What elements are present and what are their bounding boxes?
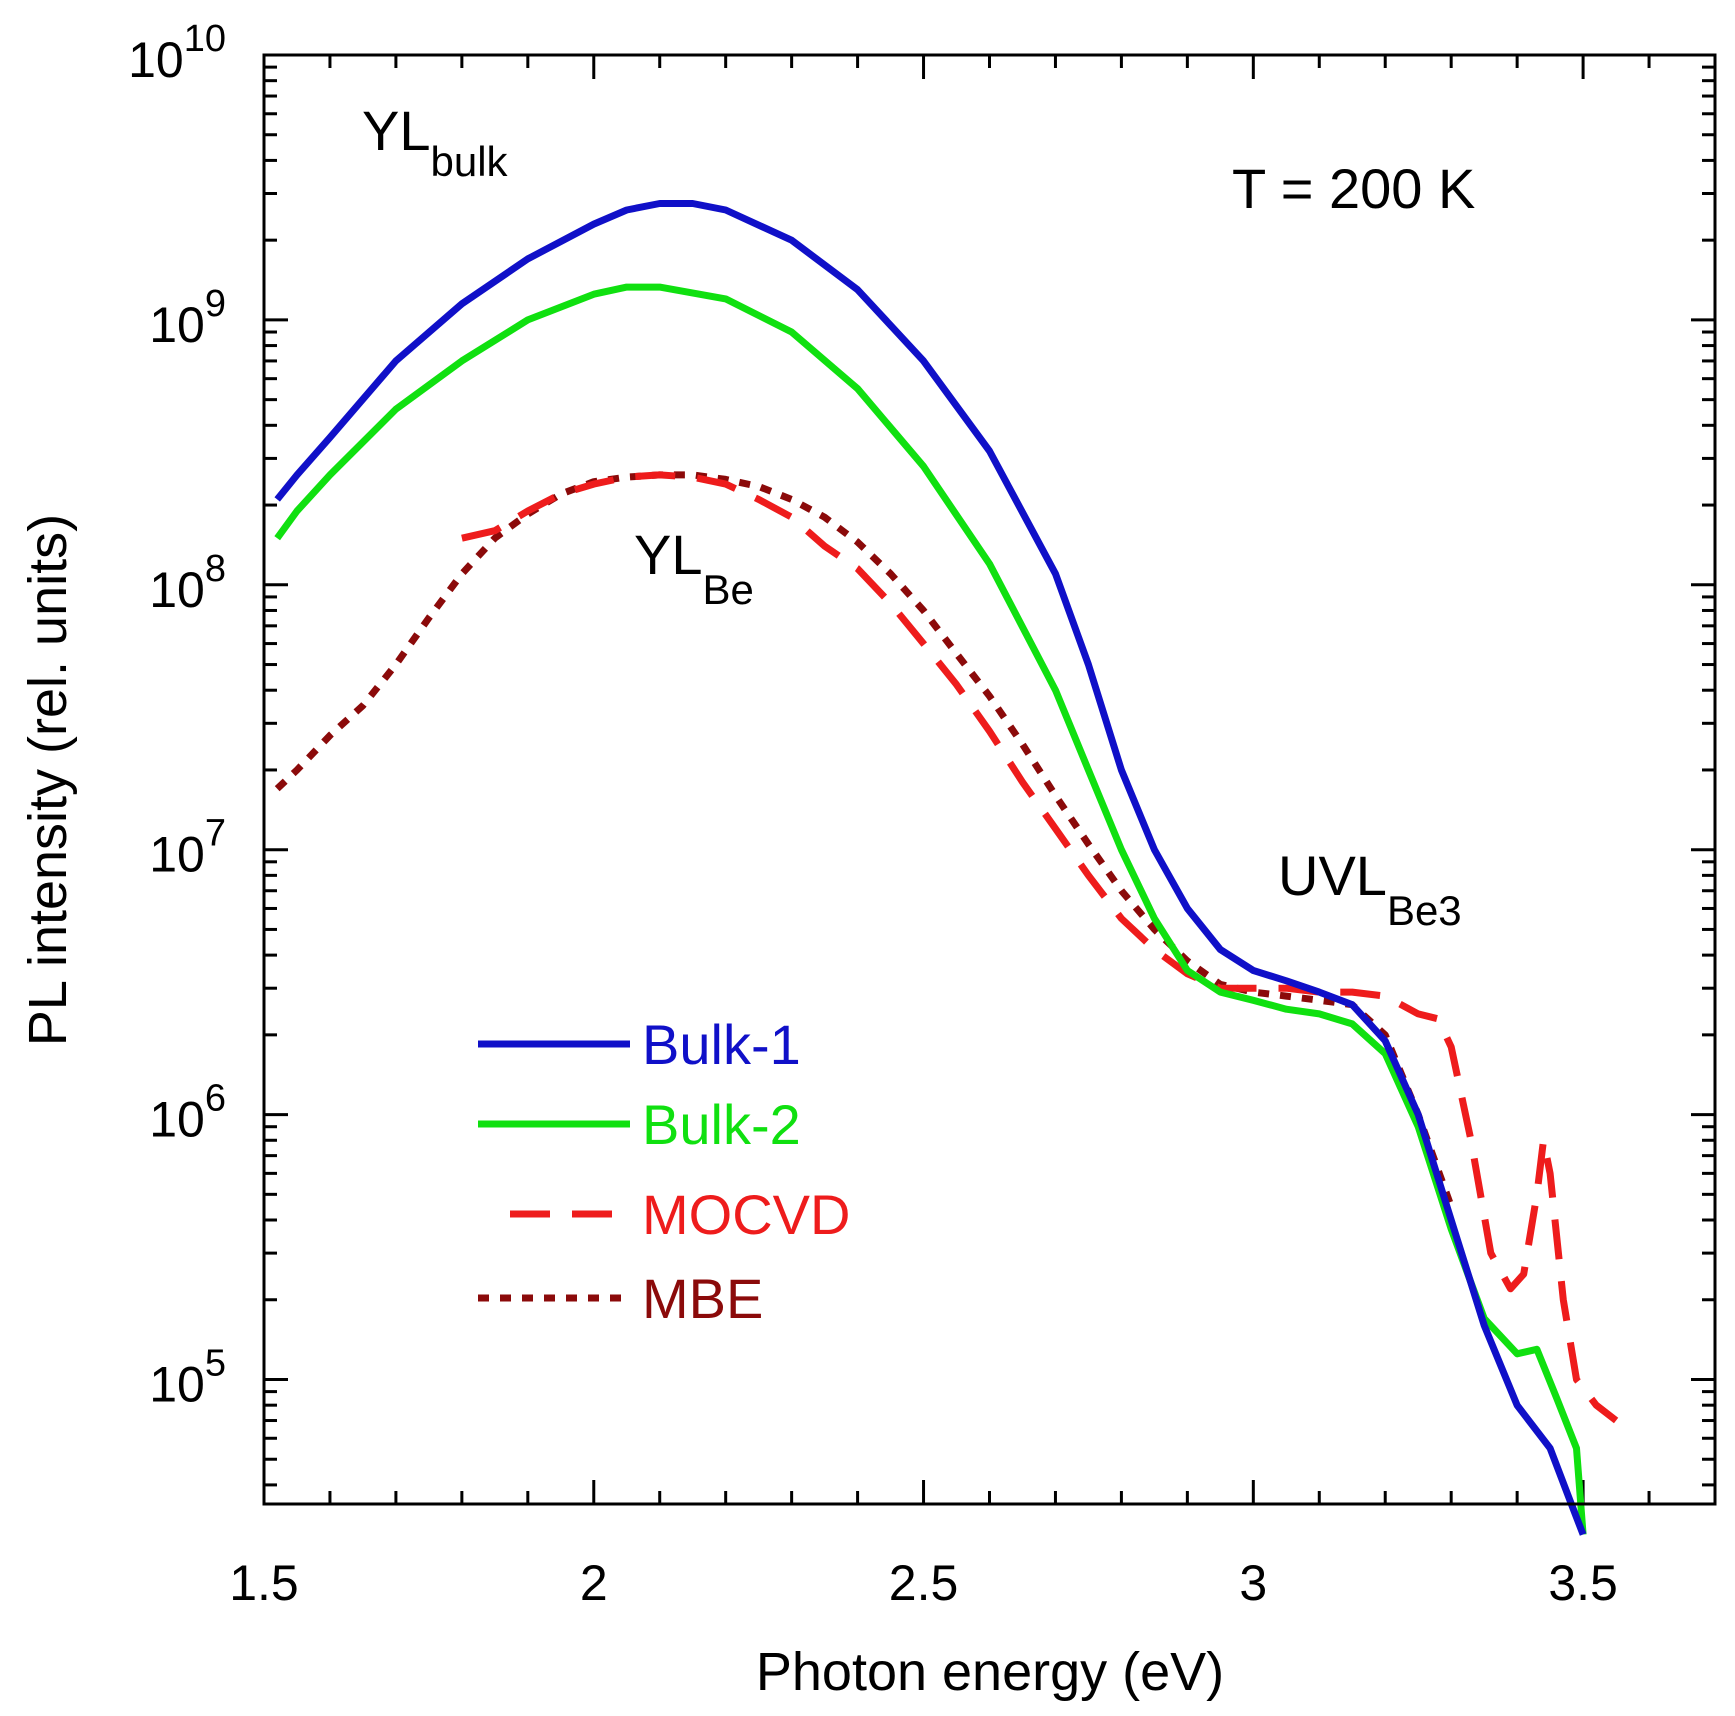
data-curves — [274, 200, 1619, 1536]
y-tick-label: 109 — [149, 283, 226, 353]
uvl-be3-main: UVL — [1278, 844, 1387, 907]
x-tick-label: 1.5 — [229, 1555, 299, 1611]
x-axis-label: Photon energy (eV) — [756, 1642, 1224, 1702]
series-line-mbe — [274, 471, 1455, 1208]
yl-bulk-sub: bulk — [431, 138, 509, 185]
y-tick-label: 108 — [149, 548, 226, 618]
legend: Bulk-1 Bulk-2 MOCVD MBE — [478, 1013, 850, 1330]
uvl-be3-annotation: UVLBe3 — [1278, 844, 1462, 934]
yl-bulk-annotation: YLbulk — [362, 99, 509, 185]
temperature-annotation: T = 200 K — [1232, 157, 1475, 220]
x-tick-label: 3.5 — [1548, 1555, 1618, 1611]
y-tick-labels: 105 106 107 108 109 1010 — [128, 18, 226, 1412]
x-tick-label: 2.5 — [889, 1555, 959, 1611]
plot-frame — [262, 53, 1717, 1506]
uvl-be3-sub: Be3 — [1387, 887, 1462, 934]
yl-bulk-main: YL — [362, 99, 431, 162]
axis-ticks — [262, 55, 1717, 1504]
y-tick-label: 1010 — [128, 18, 226, 88]
legend-label-bulk-1: Bulk-1 — [642, 1013, 801, 1076]
x-tick-label: 2 — [580, 1555, 608, 1611]
x-tick-labels: 1.5 2 2.5 3 3.5 — [229, 1555, 1618, 1611]
x-tick-label: 3 — [1239, 1555, 1267, 1611]
legend-label-bulk-2: Bulk-2 — [642, 1093, 801, 1156]
legend-label-mbe: MBE — [642, 1267, 763, 1330]
series-line-mocvd — [461, 471, 1619, 1424]
y-tick-label: 107 — [149, 813, 226, 883]
yl-be-sub: Be — [703, 566, 754, 613]
yl-be-main: YL — [634, 523, 703, 586]
yl-be-annotation: YLBe — [634, 523, 754, 613]
y-tick-label: 105 — [149, 1342, 226, 1412]
y-tick-label: 106 — [149, 1078, 226, 1148]
series-line-bulk-1 — [274, 200, 1587, 1536]
legend-label-mocvd: MOCVD — [642, 1183, 850, 1246]
y-axis-label: PL intensity (rel. units) — [18, 514, 78, 1046]
